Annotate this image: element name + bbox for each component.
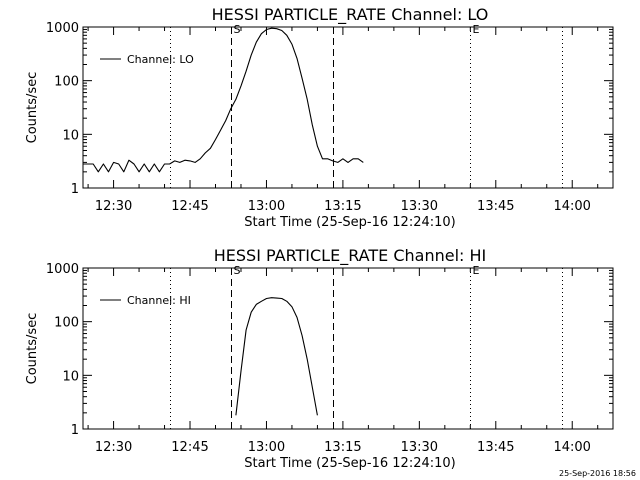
x-axis-label: Start Time (25-Sep-16 12:24:10) xyxy=(244,215,455,230)
x-tick-label: 12:30 xyxy=(95,199,132,214)
x-tick-label: 12:45 xyxy=(171,199,208,214)
plot-frame xyxy=(82,26,614,189)
x-tick-label: 13:00 xyxy=(248,440,285,455)
event-marker-label: S xyxy=(234,23,241,36)
y-tick-label: 10 xyxy=(62,128,79,143)
x-tick-label: 13:15 xyxy=(324,199,361,214)
chart-title: HESSI PARTICLE_RATE Channel: LO xyxy=(212,5,489,25)
y-tick-label: 1000 xyxy=(46,21,79,36)
x-axis-label: Start Time (25-Sep-16 12:24:10) xyxy=(244,456,455,471)
chart-title: HESSI PARTICLE_RATE Channel: HI xyxy=(214,246,487,266)
legend-label: Channel: LO xyxy=(127,53,194,66)
series-line xyxy=(83,27,364,173)
event-marker-label: E xyxy=(473,264,480,277)
y-tick-label: 100 xyxy=(54,316,79,331)
y-axis-label: Counts/sec xyxy=(25,72,40,144)
plot-timestamp: 25-Sep-2016 18:56 xyxy=(559,469,636,478)
event-marker-label: S xyxy=(234,264,241,277)
legend-label: Channel: HI xyxy=(127,294,191,307)
event-marker-label: E xyxy=(473,23,480,36)
x-tick-label: 13:30 xyxy=(401,440,438,455)
x-tick-label: 13:45 xyxy=(477,440,514,455)
y-axis-label: Counts/sec xyxy=(25,313,40,385)
x-tick-label: 14:00 xyxy=(553,440,590,455)
x-tick-label: 13:45 xyxy=(477,199,514,214)
y-tick-label: 1 xyxy=(71,182,79,197)
x-tick-label: 13:15 xyxy=(324,440,361,455)
y-tick-label: 10 xyxy=(62,369,79,384)
y-tick-label: 1000 xyxy=(46,262,79,277)
y-tick-label: 1 xyxy=(71,423,79,438)
plot-frame xyxy=(82,267,614,430)
x-tick-label: 13:00 xyxy=(248,199,285,214)
series-line xyxy=(235,297,318,416)
x-tick-label: 14:00 xyxy=(553,199,590,214)
panel-2: HESSI PARTICLE_RATE Channel: HI 12:30 12:4… xyxy=(25,246,614,471)
y-tick-label: 100 xyxy=(54,75,79,90)
x-tick-label: 13:30 xyxy=(401,199,438,214)
x-tick-label: 12:30 xyxy=(95,440,132,455)
x-tick-label: 12:45 xyxy=(171,440,208,455)
panel-1: HESSI PARTICLE_RATE Channel: LO 12:30 12:4… xyxy=(25,5,614,230)
